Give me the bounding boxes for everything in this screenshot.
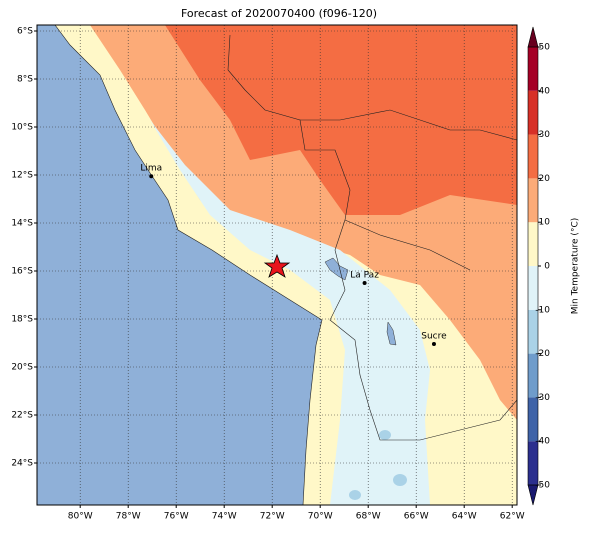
lon-tick-label: 62°W <box>500 512 525 522</box>
lon-tick-label: 80°W <box>68 512 93 522</box>
lat-tick-label: 22°S <box>11 411 33 421</box>
colorbar-tick-label: 0 <box>544 262 550 272</box>
colorbar-segment <box>528 309 538 354</box>
colorbar-tick-label: 20 <box>539 174 551 184</box>
colorbar-segment <box>528 222 538 266</box>
colorbar-tick-label: 40 <box>539 86 551 96</box>
band-neg20-neg10 <box>349 490 361 500</box>
lat-tick-label: 12°S <box>11 171 33 181</box>
lon-tick-label: 70°W <box>308 512 333 522</box>
lon-tick-label: 74°W <box>212 512 237 522</box>
forecast-point-star <box>263 253 291 278</box>
colorbar-tick-label: 30 <box>539 130 551 140</box>
band-neg10-0 <box>150 120 430 505</box>
city-label: Lima <box>140 164 162 174</box>
colorbar-tick-label: 10 <box>539 218 551 228</box>
lat-tick-label: 18°S <box>11 315 33 325</box>
colorbar-segment <box>528 397 538 442</box>
map-frame <box>36 24 518 506</box>
lon-tick-label: 76°W <box>164 512 189 522</box>
colorbar-segment <box>528 47 538 91</box>
colorbar-segment <box>528 353 538 398</box>
colorbar-segment <box>528 441 538 485</box>
axis-labels: 80°W 78°W 76°W 74°W 72°W 70°W 68°W 66°W 64°W 62°W… <box>11 27 524 522</box>
city-label: Sucre <box>421 331 447 341</box>
city-label: La Paz <box>350 271 379 281</box>
lat-tick-label: 16°S <box>11 267 33 277</box>
lat-tick-label: 6°S <box>17 27 33 37</box>
city-marker <box>149 174 154 179</box>
lat-tick-label: 24°S <box>11 459 33 469</box>
lat-tick-label: 10°S <box>11 123 33 133</box>
colorbar-tick-label: -10 <box>535 305 550 315</box>
colorbar-segment <box>528 266 538 310</box>
lon-tick-label: 78°W <box>116 512 141 522</box>
border <box>227 34 517 441</box>
city-marker <box>431 341 436 346</box>
colorbar-label: Min Temperature (°C) <box>571 218 581 315</box>
colorbar-tick-label: -50 <box>535 481 550 491</box>
colorbar-tick-label: -40 <box>535 437 550 447</box>
cities: Lima La Paz Sucre <box>140 164 447 346</box>
colorbar: -50 -40 -30 -20 -10 0 10 20 30 40 50 <box>527 26 551 506</box>
colorbar-segment <box>528 134 538 179</box>
coastline <box>54 25 323 505</box>
band-neg20-neg10 <box>393 474 407 486</box>
colorbar-segment <box>528 90 538 135</box>
lat-tick-label: 8°S <box>17 75 33 85</box>
lat-tick-label: 14°S <box>11 219 33 229</box>
colorbar-tick-label: 50 <box>539 43 551 53</box>
lon-tick-label: 72°W <box>260 512 285 522</box>
lake-poopo <box>386 321 397 346</box>
colorbar-tick-label: -20 <box>535 349 550 359</box>
map-title: Forecast of 2020070400 (f096-120) <box>181 7 377 20</box>
colorbar-over-arrow <box>527 26 539 48</box>
border <box>300 109 517 141</box>
lon-tick-label: 64°W <box>452 512 477 522</box>
band-neg20-neg10 <box>379 430 391 440</box>
border <box>344 219 471 271</box>
city-marker <box>362 281 367 285</box>
colorbar-segment <box>528 178 538 223</box>
lat-tick-label: 20°S <box>11 363 33 373</box>
lon-tick-label: 68°W <box>356 512 381 522</box>
lon-tick-label: 66°W <box>404 512 429 522</box>
graticule <box>37 25 517 505</box>
map-area: Lima La Paz Sucre <box>37 25 517 505</box>
colorbar-tick-label: -30 <box>535 393 550 403</box>
